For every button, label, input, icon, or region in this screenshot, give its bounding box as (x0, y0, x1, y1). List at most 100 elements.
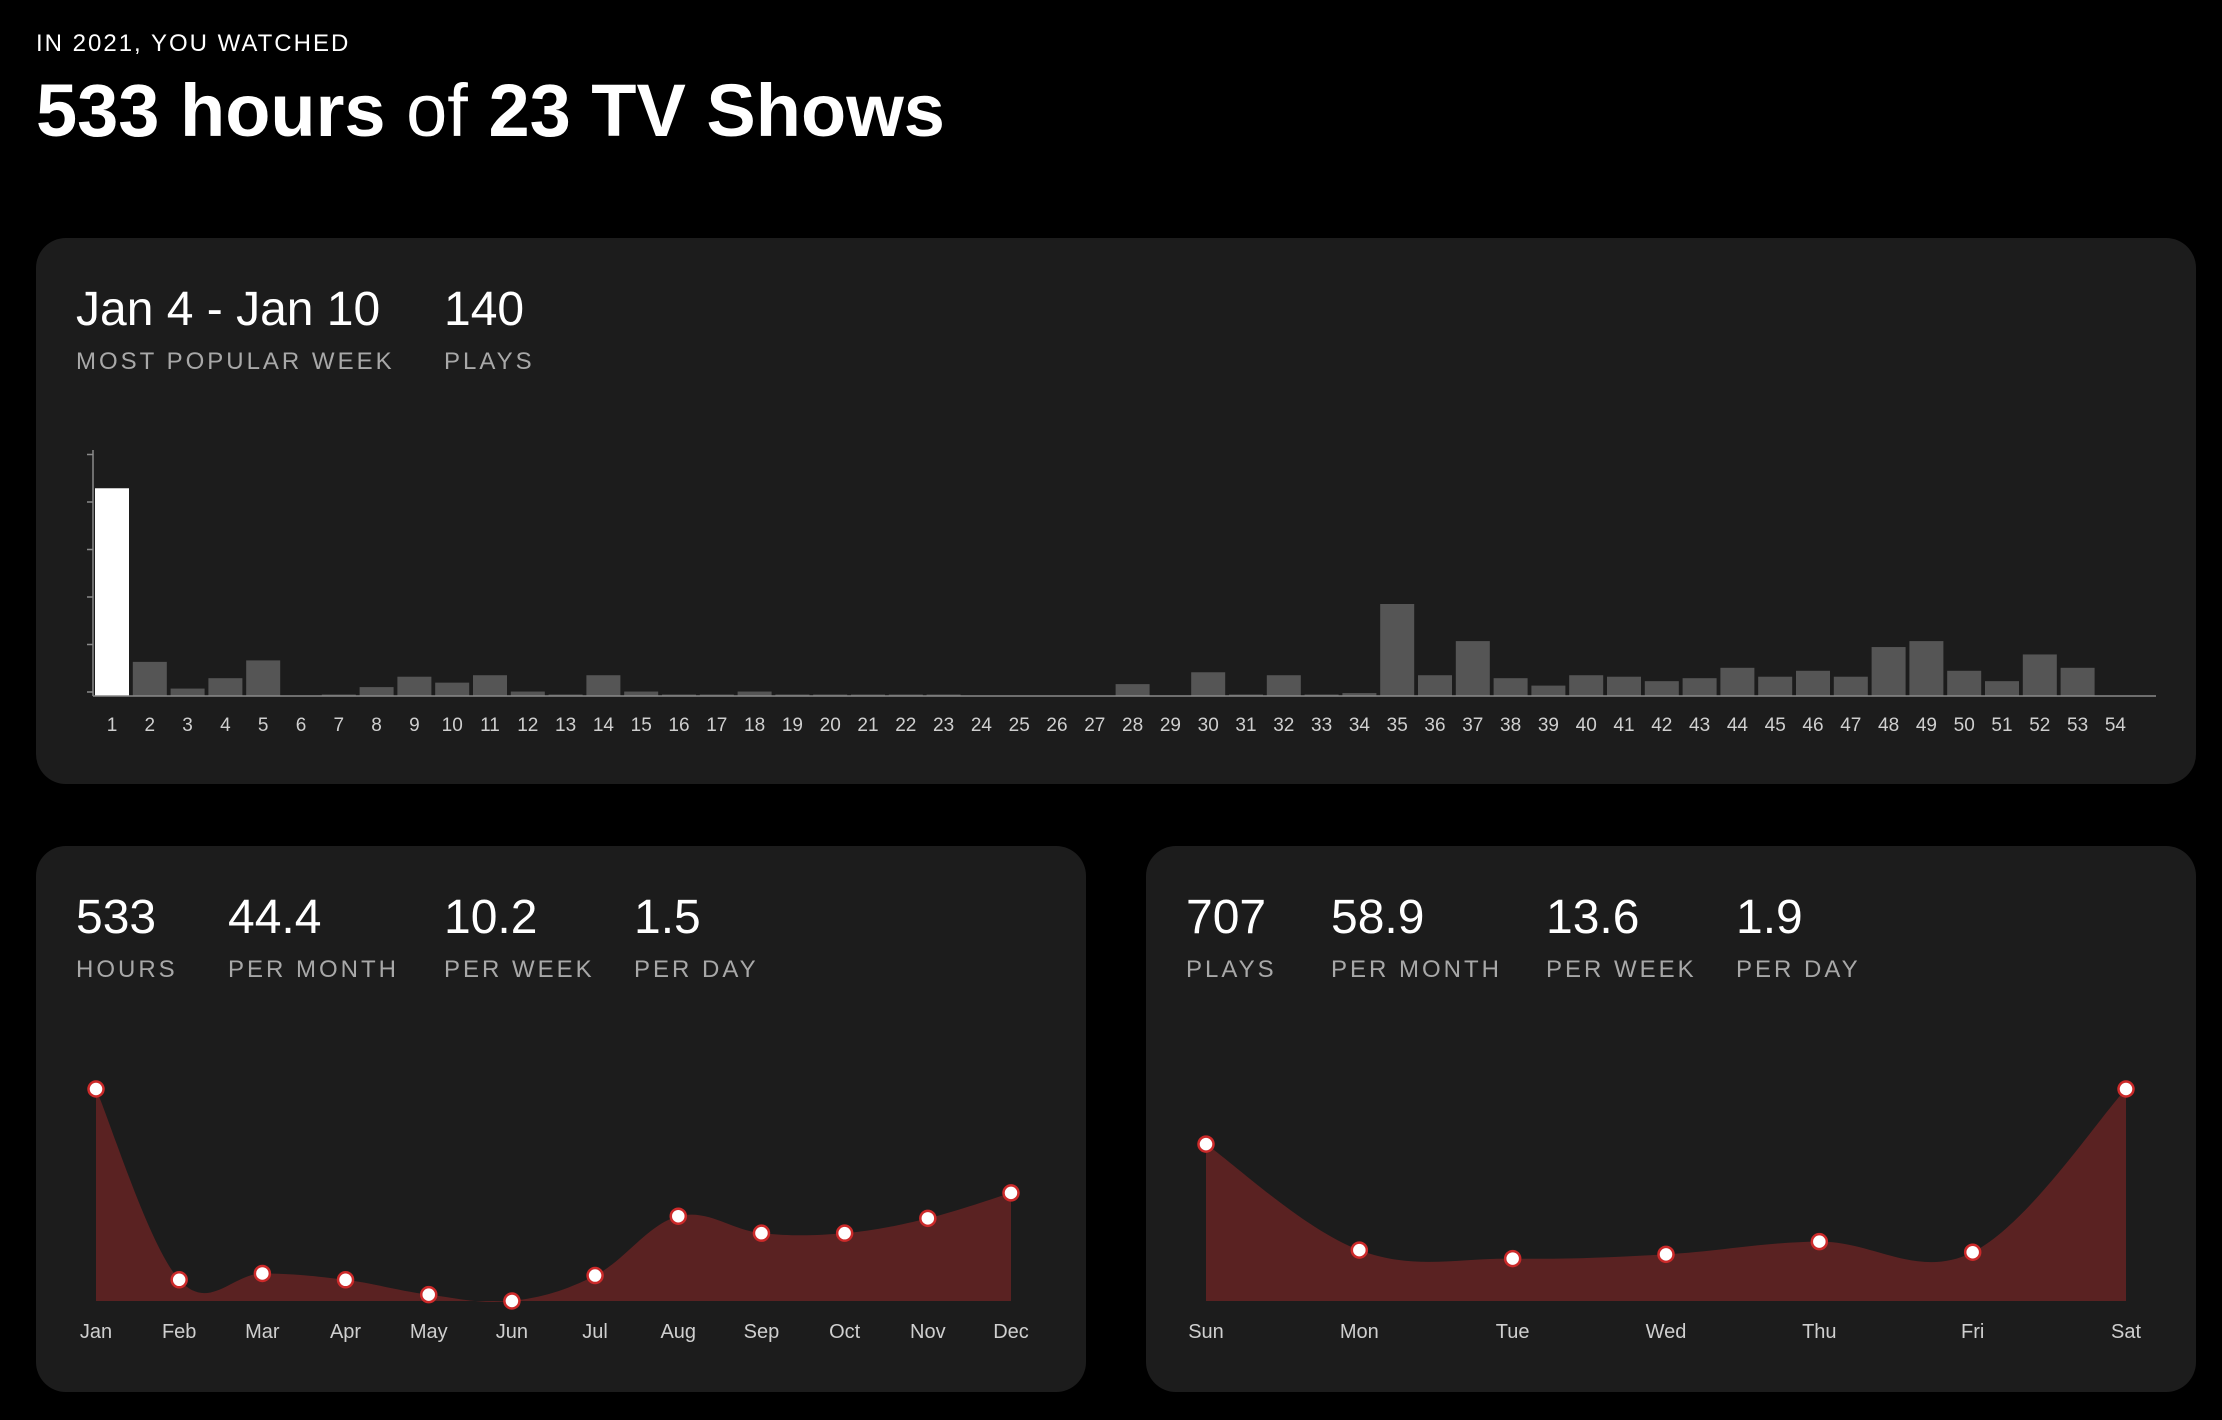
popular-week-value: Jan 4 - Jan 10 (76, 283, 381, 336)
plays-point-Sat (2117, 1080, 2135, 1098)
bar-week-47 (1833, 676, 1868, 696)
x-tick-label: 37 (1462, 715, 1483, 736)
bar-week-40 (1569, 675, 1604, 696)
x-tick-label: 46 (1802, 715, 1823, 736)
plays-point-Thu (1810, 1232, 1829, 1251)
bar-week-51 (1985, 681, 2019, 696)
hours-point-Dec (1002, 1184, 1020, 1202)
x-tick-label: Tue (1496, 1321, 1530, 1343)
plays-total-label: PLAYS (1186, 956, 1277, 983)
x-tick-label: Dec (993, 1321, 1029, 1343)
x-tick-label: 36 (1424, 715, 1445, 736)
x-tick-label: 12 (517, 715, 538, 736)
x-tick-label: 51 (1991, 715, 2012, 736)
plays-point-Sun (1197, 1135, 1215, 1153)
plays-point-Wed (1657, 1245, 1675, 1264)
bar-week-28 (1115, 684, 1150, 696)
x-tick-label: Nov (910, 1321, 946, 1343)
plays-per-week-value: 13.6 (1546, 891, 1640, 944)
hours-point-Feb (170, 1271, 188, 1289)
bar-week-36 (1418, 675, 1452, 696)
bar-week-52 (2022, 654, 2057, 696)
x-tick-label: 14 (593, 715, 615, 736)
plays-total-stat: 707 PLAYS (1186, 894, 1277, 984)
x-tick-label: 41 (1613, 715, 1634, 736)
bar-week-45 (1758, 676, 1793, 696)
bar-week-49 (1909, 641, 1944, 696)
popular-week-stat: Jan 4 - Jan 10 MOST POPULAR WEEK (76, 286, 395, 376)
x-tick-label: 23 (933, 715, 954, 736)
x-tick-label: 26 (1046, 715, 1067, 736)
x-tick-label: May (410, 1321, 448, 1343)
x-tick-label: 11 (480, 715, 500, 736)
x-tick-label: Oct (829, 1321, 861, 1343)
bar-week-9 (397, 676, 432, 696)
x-tick-label: 31 (1235, 715, 1256, 736)
x-tick-label: 40 (1576, 715, 1597, 736)
plays-per-week-stat: 13.6 PER WEEK (1546, 894, 1697, 984)
bar-week-3 (170, 688, 205, 696)
hours-per-day-stat: 1.5 PER DAY (634, 894, 759, 984)
of-word: of (406, 69, 468, 152)
x-tick-label: 24 (971, 715, 993, 736)
x-tick-label: 1 (107, 715, 118, 736)
x-tick-label: Thu (1802, 1321, 1836, 1343)
hours-point-Apr (336, 1271, 355, 1289)
x-tick-label: 5 (258, 715, 269, 736)
week-plays-value: 140 (444, 283, 525, 336)
hours-point-Jan (87, 1080, 105, 1098)
hours-per-month-value: 44.4 (228, 891, 322, 944)
x-tick-label: 3 (182, 715, 193, 736)
plays-area (1206, 1089, 2126, 1301)
plays-per-month-label: PER MONTH (1331, 956, 1502, 983)
hours-per-day-label: PER DAY (634, 956, 759, 983)
x-tick-label: 29 (1160, 715, 1181, 736)
bar-week-53 (2060, 667, 2095, 696)
hours-point-Oct (835, 1224, 854, 1242)
x-tick-label: Wed (1646, 1321, 1687, 1343)
x-tick-label: 20 (820, 715, 841, 736)
shows-total: 23 TV Shows (488, 69, 945, 152)
x-tick-label: 28 (1122, 715, 1143, 736)
plays-by-weekday-card: 707 PLAYS 58.9 PER MONTH 13.6 PER WEEK 1… (1146, 846, 2196, 1392)
x-tick-label: 16 (668, 715, 689, 736)
x-tick-label: 15 (631, 715, 652, 736)
hours-point-Jul (586, 1266, 604, 1285)
x-tick-label: 6 (296, 715, 307, 736)
x-tick-label: 18 (744, 715, 765, 736)
bar-week-41 (1607, 676, 1641, 696)
bar-week-30 (1191, 672, 1226, 696)
bar-week-38 (1493, 678, 1528, 696)
x-tick-label: 42 (1651, 715, 1672, 736)
plays-point-Tue (1503, 1249, 1522, 1268)
hours-per-month-stat: 44.4 PER MONTH (228, 894, 399, 984)
x-tick-label: 47 (1840, 715, 1861, 736)
hours-per-week-value: 10.2 (444, 891, 538, 944)
bar-week-15 (624, 691, 659, 696)
bar-week-11 (473, 675, 507, 696)
x-tick-label: Apr (330, 1321, 361, 1343)
x-tick-label: Jul (582, 1321, 608, 1343)
hours-total-stat: 533 HOURS (76, 894, 178, 984)
hours-total: 533 hours (36, 69, 386, 152)
hours-per-month-label: PER MONTH (228, 956, 399, 983)
hours-point-May (419, 1285, 438, 1304)
bar-week-5 (246, 660, 281, 696)
plays-point-Mon (1350, 1241, 1369, 1259)
popular-week-label: MOST POPULAR WEEK (76, 348, 395, 375)
plays-per-day-value: 1.9 (1736, 891, 1803, 944)
x-tick-label: Sep (744, 1321, 780, 1343)
x-tick-label: 2 (145, 715, 156, 736)
bar-week-43 (1682, 678, 1717, 696)
hours-area (96, 1089, 1011, 1303)
x-tick-label: 21 (857, 715, 878, 736)
bar-week-4 (208, 678, 243, 696)
x-tick-label: 54 (2105, 715, 2127, 736)
hours-per-day-value: 1.5 (634, 891, 701, 944)
hours-by-month-chart: Jan Feb Mar Apr May Jun Jul Aug Sep Oct Nov Dec (80, 1080, 1029, 1343)
x-tick-label: Mar (245, 1321, 280, 1343)
x-tick-label: 7 (334, 715, 345, 736)
bar-week-48 (1871, 647, 1906, 696)
x-tick-label: 13 (555, 715, 576, 736)
